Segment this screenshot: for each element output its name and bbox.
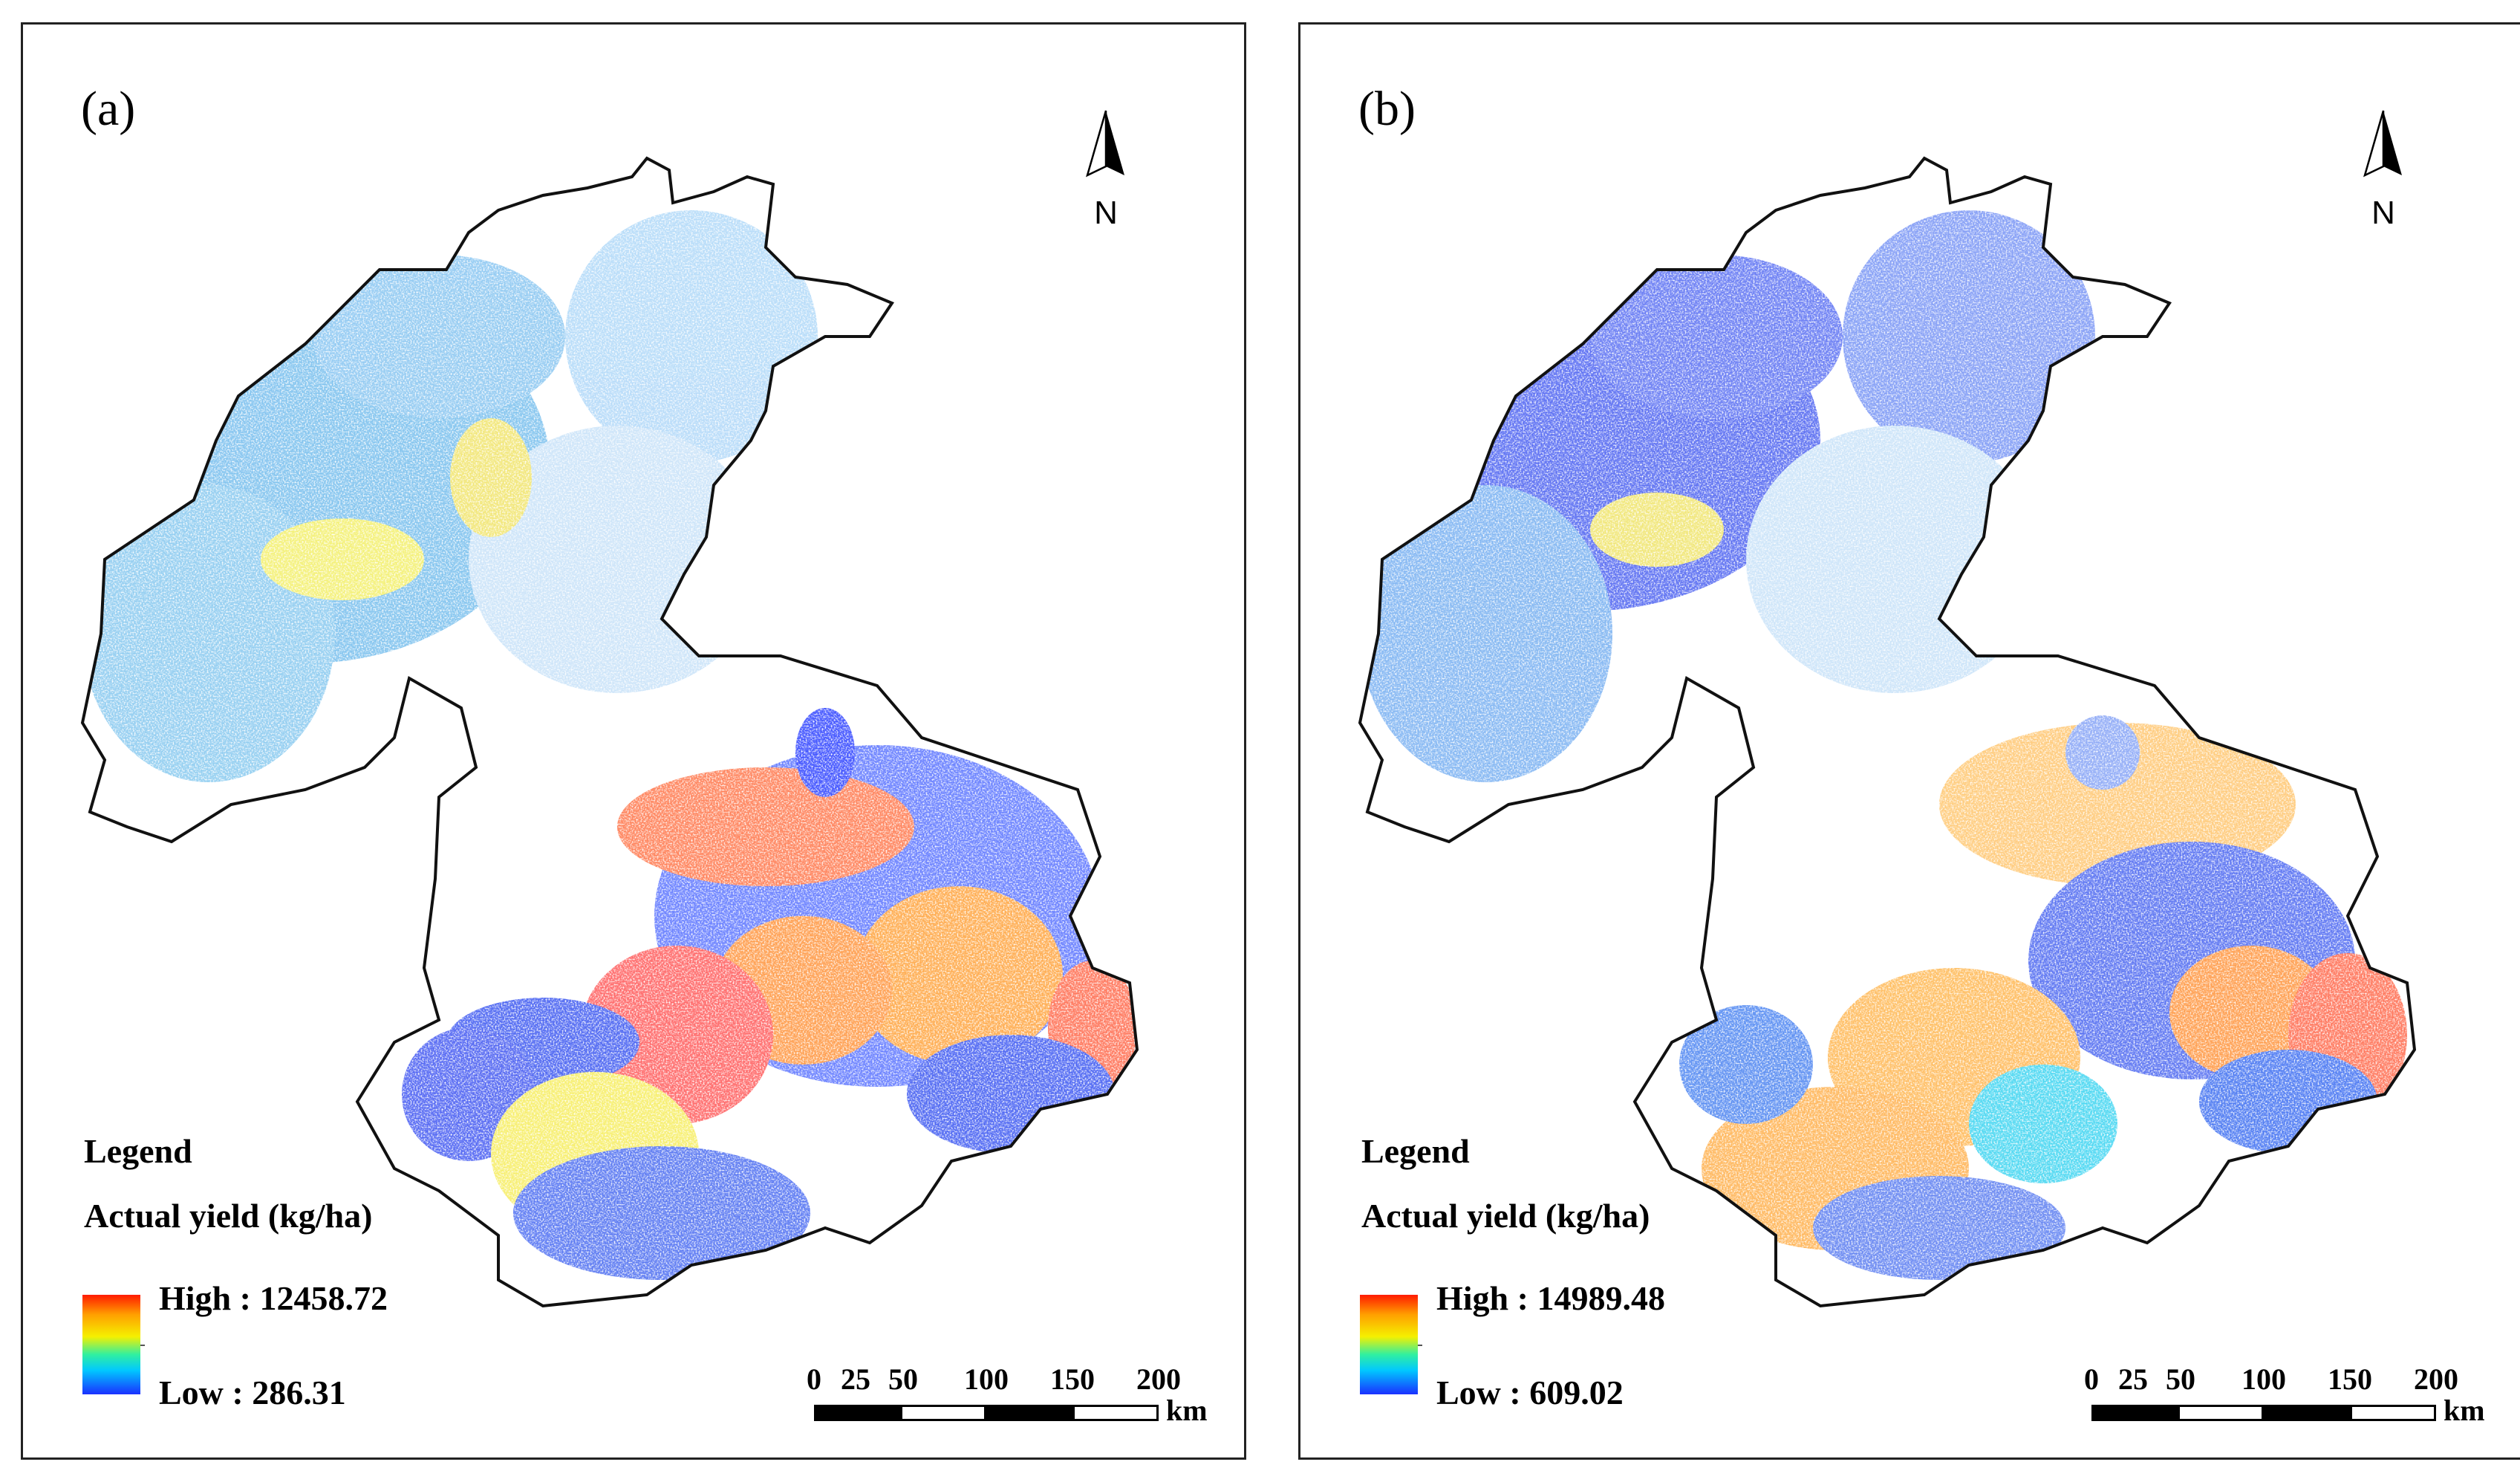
scale-segment xyxy=(857,1405,900,1421)
scale-tick-label: 100 xyxy=(964,1362,1009,1396)
legend-low-b: Low : 609.02 xyxy=(1436,1374,1624,1411)
scale-tick-label: 150 xyxy=(1050,1362,1095,1396)
panel-label-a: (a) xyxy=(81,82,136,136)
scale-tick-label: 0 xyxy=(807,1362,821,1396)
scale-segment xyxy=(900,1405,986,1421)
yield-map-b xyxy=(1358,157,2416,1307)
north-arrow-b: N xyxy=(2363,110,2402,231)
scale-segment xyxy=(2264,1405,2350,1421)
legend-high-a: High : 12458.72 xyxy=(159,1279,388,1317)
scale-segment xyxy=(2178,1405,2264,1421)
map-panel-a: (a) N Legend Actual yield (kg/ha) High :… xyxy=(21,22,1246,1460)
yield-raster-b xyxy=(1360,158,2415,1306)
north-label-a: N xyxy=(1094,195,1118,231)
legend-high-b: High : 14989.48 xyxy=(1436,1279,1665,1317)
scale-segment xyxy=(2350,1405,2436,1421)
scale-tick-label: 200 xyxy=(2414,1362,2458,1396)
color-ramp-a xyxy=(82,1295,140,1394)
scale-tick-label: 25 xyxy=(841,1362,870,1396)
legend-title-a: Legend xyxy=(84,1132,192,1170)
ramp-tick-b xyxy=(1418,1345,1422,1346)
scale-segment xyxy=(814,1405,857,1421)
scale-unit: km xyxy=(1166,1394,1208,1427)
scale-tick-label: 25 xyxy=(2118,1362,2148,1396)
north-arrow-a: N xyxy=(1086,110,1124,231)
legend-low-a: Low : 286.31 xyxy=(159,1374,346,1411)
color-ramp-b xyxy=(1360,1295,1418,1394)
scale-segment xyxy=(1072,1405,1159,1421)
scale-unit: km xyxy=(2444,1394,2485,1427)
map-panel-b: (b) N Legend Actual yield (kg/ha) High :… xyxy=(1298,22,2520,1460)
scale-segment xyxy=(986,1405,1072,1421)
ramp-tick-a xyxy=(140,1345,145,1346)
yield-map-a xyxy=(81,157,1139,1307)
legend-subtitle-b: Actual yield (kg/ha) xyxy=(1361,1197,1650,1235)
scale-segment xyxy=(2135,1405,2178,1421)
scale-bar-a: 0 25 50 100 150 200 km xyxy=(792,1362,1252,1429)
scale-tick-label: 50 xyxy=(2166,1362,2195,1396)
panel-label-b: (b) xyxy=(1358,82,1416,136)
yield-raster-a xyxy=(82,158,1137,1306)
north-label-b: N xyxy=(2371,195,2395,231)
scale-bar-b: 0 25 50 100 150 200 km xyxy=(2069,1362,2520,1429)
scale-tick-label: 200 xyxy=(1136,1362,1181,1396)
scale-segment xyxy=(2091,1405,2135,1421)
scale-tick-label: 0 xyxy=(2084,1362,2099,1396)
scale-tick-label: 100 xyxy=(2241,1362,2286,1396)
scale-tick-label: 150 xyxy=(2328,1362,2372,1396)
legend-title-b: Legend xyxy=(1361,1132,1470,1170)
scale-tick-label: 50 xyxy=(888,1362,918,1396)
legend-subtitle-a: Actual yield (kg/ha) xyxy=(84,1197,373,1235)
